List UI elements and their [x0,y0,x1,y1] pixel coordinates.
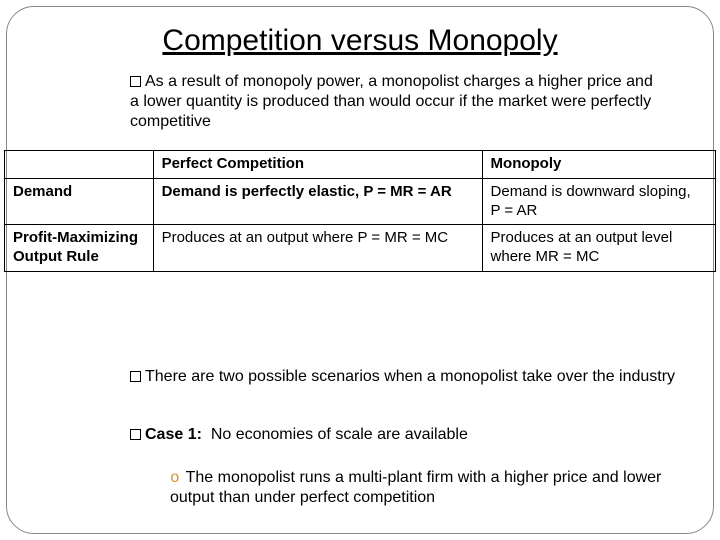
sub-text: The monopolist runs a multi-plant firm w… [170,469,661,506]
scenarios-paragraph: There are two possible scenarios when a … [130,367,680,387]
row-label: Demand [5,178,154,225]
slide-content: Competition versus Monopoly As a result … [0,18,720,540]
scenarios-text: There are two possible scenarios when a … [145,368,675,385]
table-header-pc: Perfect Competition [153,151,482,179]
cell-pc: Produces at an output where P = MR = MC [153,225,482,272]
table-header-blank [5,151,154,179]
table-row: Profit-Maximizing Output Rule Produces a… [5,225,716,272]
cell-monopoly: Demand is downward sloping, P = AR [482,178,715,225]
cell-monopoly: Produces at an output level where MR = M… [482,225,715,272]
square-bullet-icon [130,76,141,87]
cell-text: Demand is perfectly elastic, P = MR = AR [162,183,452,200]
sub-bullet-line: oThe monopolist runs a multi-plant firm … [170,468,680,508]
o-bullet-icon: o [170,469,180,487]
case-text: No economies of scale are available [202,426,468,443]
comparison-table: Perfect Competition Monopoly Demand Dema… [4,150,716,272]
row-label: Profit-Maximizing Output Rule [5,225,154,272]
table-row: Demand Demand is perfectly elastic, P = … [5,178,716,225]
table-header-row: Perfect Competition Monopoly [5,151,716,179]
square-bullet-icon [130,371,141,382]
intro-text: As a result of monopoly power, a monopol… [130,73,653,130]
square-bullet-icon [130,429,141,440]
case-line: Case 1: No economies of scale are availa… [130,426,680,444]
cell-pc: Demand is perfectly elastic, P = MR = AR [153,178,482,225]
intro-paragraph: As a result of monopoly power, a monopol… [130,72,660,132]
slide-title: Competition versus Monopoly [0,24,720,58]
table-header-monopoly: Monopoly [482,151,715,179]
case-label: Case 1: [145,426,202,443]
